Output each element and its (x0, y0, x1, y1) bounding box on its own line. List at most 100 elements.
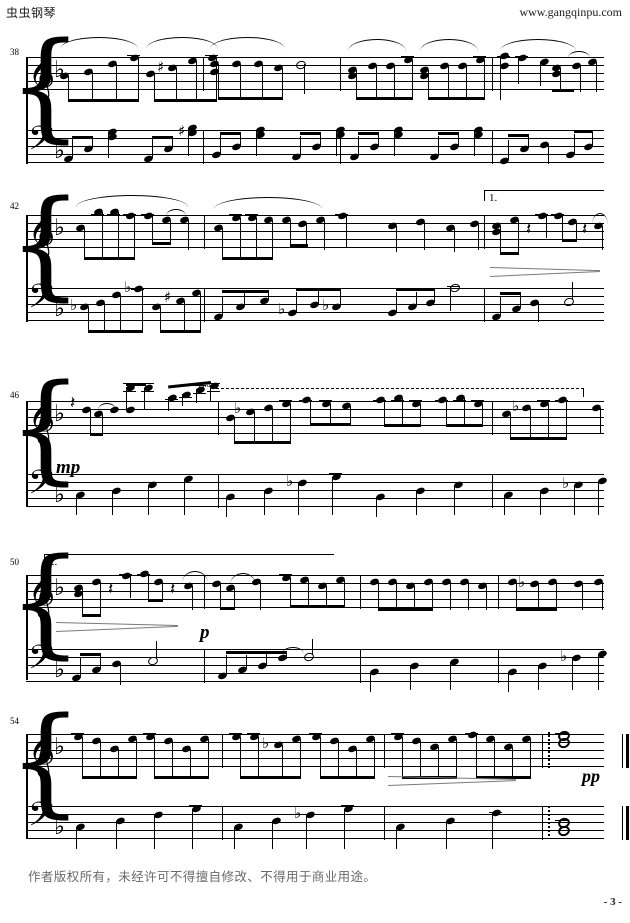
note-stem (346, 216, 348, 248)
note-stem (100, 582, 102, 616)
note-stem (486, 586, 488, 610)
measure-number: 42 (10, 201, 19, 211)
bass-clef-icon: 𝄢 (28, 639, 54, 685)
note-stem (370, 672, 372, 692)
note-stem (142, 289, 144, 333)
note-stem (234, 418, 236, 444)
note-stem (118, 749, 120, 779)
ledger-line (205, 55, 218, 56)
barline (498, 649, 500, 683)
note-stem (482, 404, 484, 426)
note-stem (68, 76, 70, 102)
ledger-line (335, 214, 348, 215)
treble-staff-4: 𝄞 ♭ 𝄽 𝄽 (26, 566, 604, 618)
beam (500, 292, 521, 296)
arpeggio-squiggle-icon (548, 806, 556, 836)
note-stem (188, 220, 190, 250)
system-brace: { (8, 691, 84, 829)
final-barline-thick (626, 734, 629, 768)
beam (310, 423, 351, 427)
note-stem (338, 741, 340, 779)
note-stem (458, 134, 460, 146)
note-stem (296, 292, 298, 312)
note-stem (264, 491, 266, 515)
beam (152, 136, 173, 140)
ottava-superscript: va (204, 381, 211, 389)
note-stem (548, 144, 550, 164)
note-stem (92, 136, 94, 148)
note-stem (538, 584, 540, 610)
tie (282, 647, 304, 654)
ledger-line (471, 400, 484, 401)
note-stem (326, 586, 328, 608)
note-stem (304, 64, 306, 94)
note-stem (416, 292, 418, 306)
note-stem (520, 294, 522, 308)
treble-staff-1: 𝄞 ♭ ♯ (26, 37, 604, 103)
note-stem (592, 132, 594, 146)
beam (90, 433, 103, 437)
beam (428, 97, 485, 101)
beam (290, 605, 345, 609)
beam (516, 608, 557, 612)
beam (220, 607, 235, 611)
system-start-barline (26, 734, 28, 839)
treble-staff-3: 𝄞 ♭ 𝄽 (26, 381, 604, 445)
note-stem (350, 406, 352, 426)
note-stem (154, 737, 156, 779)
note-stem (500, 296, 502, 316)
barline (484, 288, 486, 322)
note-stem (240, 218, 242, 260)
treble-staff-5: 𝄞 ♭ (26, 725, 629, 786)
note-stem (170, 220, 172, 244)
note-stem (116, 821, 118, 849)
note-stem (82, 737, 84, 779)
measure-number: 50 (10, 557, 19, 567)
music-system-3: 46 { 8va 𝄞 ♭ 𝄽 (0, 368, 630, 517)
eighth-rest-icon: 𝄽 (108, 579, 114, 599)
key-signature-flat: ♭ (54, 814, 65, 840)
bass-staff-1b (340, 125, 604, 166)
system-start-barline (26, 401, 28, 506)
note-stem (226, 497, 228, 517)
beam (552, 89, 574, 93)
ledger-line (193, 393, 206, 394)
ledger-line (299, 400, 312, 401)
barline (384, 806, 386, 840)
ledger-line (453, 400, 466, 401)
note-stem (268, 290, 270, 300)
note-stem (528, 136, 530, 148)
note-stem (104, 303, 106, 333)
note-stem (88, 307, 90, 333)
measure-number: 54 (10, 716, 19, 726)
key-signature-flat: ♭ (54, 657, 65, 683)
barline (222, 734, 224, 768)
note-stem (76, 827, 78, 849)
note-stem (454, 485, 456, 515)
note-stem (500, 56, 502, 100)
ledger-line (279, 574, 292, 575)
ledger-line (555, 400, 568, 401)
ledger-line (279, 400, 292, 401)
beam (296, 288, 341, 292)
note-stem (286, 651, 288, 659)
ledger-line (229, 214, 242, 215)
note-stem (602, 582, 604, 610)
system-brace: { (8, 174, 84, 312)
key-signature-flat: ♭ (54, 575, 65, 601)
measure-number: 46 (10, 390, 19, 400)
note-stem (120, 295, 122, 333)
flat-accidental: ♭ (560, 647, 568, 665)
note-stem (538, 666, 540, 690)
tie (568, 51, 590, 58)
note-stem (218, 64, 220, 100)
beam (222, 290, 269, 294)
system-brace: { (8, 532, 84, 670)
note-stem (290, 578, 292, 606)
note-stem (548, 404, 550, 440)
note-stem (576, 222, 578, 242)
ledger-line (329, 473, 342, 474)
phrase-slur (210, 37, 285, 49)
note-stem (144, 388, 146, 410)
